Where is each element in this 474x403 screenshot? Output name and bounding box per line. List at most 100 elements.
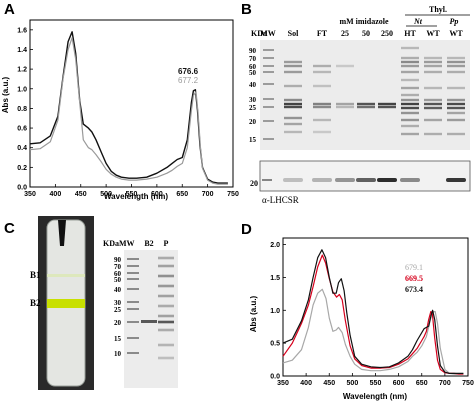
gel-c-bands <box>127 256 174 360</box>
y-tick-label: 0.5 <box>270 341 280 348</box>
y-tick-label: 0.2 <box>17 165 27 172</box>
gel-b-band <box>424 98 442 102</box>
gel-b-band <box>336 102 354 106</box>
gel-c-marker-label: 15 <box>114 335 122 343</box>
gel-c-p-band <box>158 343 174 347</box>
ladder-band <box>263 57 274 59</box>
gel-c-p-band <box>158 256 174 260</box>
x-tick-label: 700 <box>202 191 214 198</box>
gel-b-lane-header: 25 <box>341 29 349 38</box>
y-tick-label: 0.0 <box>270 374 280 381</box>
x-tick-label: 600 <box>393 380 405 387</box>
gel-b-band <box>447 56 465 60</box>
band-b1-label: B1 <box>30 270 41 280</box>
gel-b-band <box>336 64 354 68</box>
gel-b-marker-label: 30 <box>249 96 257 104</box>
y-tick-label: 1.0 <box>17 86 27 93</box>
gel-b-band <box>447 118 465 122</box>
gel-b-band <box>424 86 442 90</box>
panel-a-legend-1: 676.6 <box>178 67 199 76</box>
gel-c-ladder-band <box>127 352 139 354</box>
gel-b-band <box>401 106 419 110</box>
panel-d-label: D <box>241 221 252 238</box>
gel-b-band <box>401 118 419 122</box>
gel-b-band <box>284 84 302 88</box>
panel-a: A 350 400 450 500 550 600 650 700 750 0.0 0.2 0.4 0.… <box>1 1 239 201</box>
blot-marker: 20 <box>250 179 258 188</box>
blot-antibody-label: α-LHCSR <box>262 195 299 205</box>
gel-b-band <box>378 102 396 106</box>
nt-label: Nt <box>413 17 423 26</box>
panel-d-xlabel: Wavelength (nm) <box>343 392 407 401</box>
gel-b-band <box>401 124 419 128</box>
gel-b-band <box>284 64 302 68</box>
gel-b-band <box>424 106 442 110</box>
gel-c-marker-label: 50 <box>114 276 122 284</box>
blot-band <box>312 178 332 182</box>
gel-b-lane-header: WT <box>426 29 440 38</box>
y-tick-label: 2.0 <box>270 242 280 249</box>
y-tick-label: 0.6 <box>17 126 27 133</box>
blot-band <box>335 178 355 182</box>
gel-c-marker-label: 25 <box>114 306 122 314</box>
band-b2 <box>47 299 85 308</box>
x-tick-label: 400 <box>300 380 312 387</box>
gel-c-marker-label: 30 <box>114 299 122 307</box>
gel-b-lane-header: 250 <box>381 29 393 38</box>
gel-b-band <box>284 102 302 106</box>
x-tick-label: 750 <box>462 380 474 387</box>
series-line-673.4 <box>282 249 464 374</box>
gel-b-band <box>284 70 302 74</box>
x-tick-label: 550 <box>126 191 138 198</box>
x-tick-label: 450 <box>75 191 87 198</box>
gel-b-lane-header: MW <box>260 29 276 38</box>
x-tick-label: 650 <box>176 191 188 198</box>
y-tick-label: 0.8 <box>17 106 27 113</box>
gel-b-marker-label: 50 <box>249 69 257 77</box>
gel-b-band <box>447 86 465 90</box>
gel-b-band <box>284 130 302 134</box>
blot-band <box>400 178 420 182</box>
gel-c-ladder-band <box>127 272 139 274</box>
gel-b-band <box>313 84 331 88</box>
gel-b-band <box>313 64 331 68</box>
x-tick-label: 400 <box>50 191 62 198</box>
y-tick-label: 1.0 <box>270 308 280 315</box>
gel-c-image <box>124 250 178 388</box>
gel-b-band <box>284 116 302 120</box>
thyl-label: Thyl. <box>429 5 447 14</box>
y-tick-label: 1.2 <box>17 67 27 74</box>
gel-b-image <box>260 40 470 150</box>
gel-b-band <box>357 102 375 106</box>
panel-d-legend-1: 679.1 <box>405 263 423 272</box>
x-tick-label: 550 <box>370 380 382 387</box>
gel-b-band <box>401 98 419 102</box>
gel-b-band <box>313 102 331 106</box>
gel-b-marker-label: 20 <box>249 118 257 126</box>
gel-b-band <box>284 105 302 109</box>
blot-marker-band <box>262 179 272 181</box>
gel-c-ladder-band <box>127 288 139 290</box>
gel-b-band <box>401 111 419 115</box>
panel-a-xlabel: Wavelength (nm) <box>104 192 168 201</box>
x-tick-label: 450 <box>323 380 335 387</box>
gel-b-band <box>401 93 419 97</box>
ladder-band <box>263 98 274 100</box>
ladder-band <box>263 65 274 67</box>
gel-b-band <box>378 105 396 109</box>
gel-b-marker-label: 70 <box>249 55 257 63</box>
gel-b-marker-label: 15 <box>249 136 257 144</box>
gel-b-band <box>284 122 302 126</box>
gel-b-lane-headers: MW Sol FT 25 50 250 HT WT WT <box>260 29 463 38</box>
x-tick-label: 600 <box>151 191 163 198</box>
band-b1 <box>47 274 85 277</box>
panel-c-label: C <box>4 220 15 237</box>
gel-c-ladder-band <box>127 278 139 280</box>
series-line-679.1 <box>282 288 464 375</box>
gel-c-marker-label: 60 <box>114 270 122 278</box>
gel-c-ladder-band <box>127 337 139 339</box>
band-b2-label: B2 <box>30 298 41 308</box>
gel-b-band <box>447 98 465 102</box>
